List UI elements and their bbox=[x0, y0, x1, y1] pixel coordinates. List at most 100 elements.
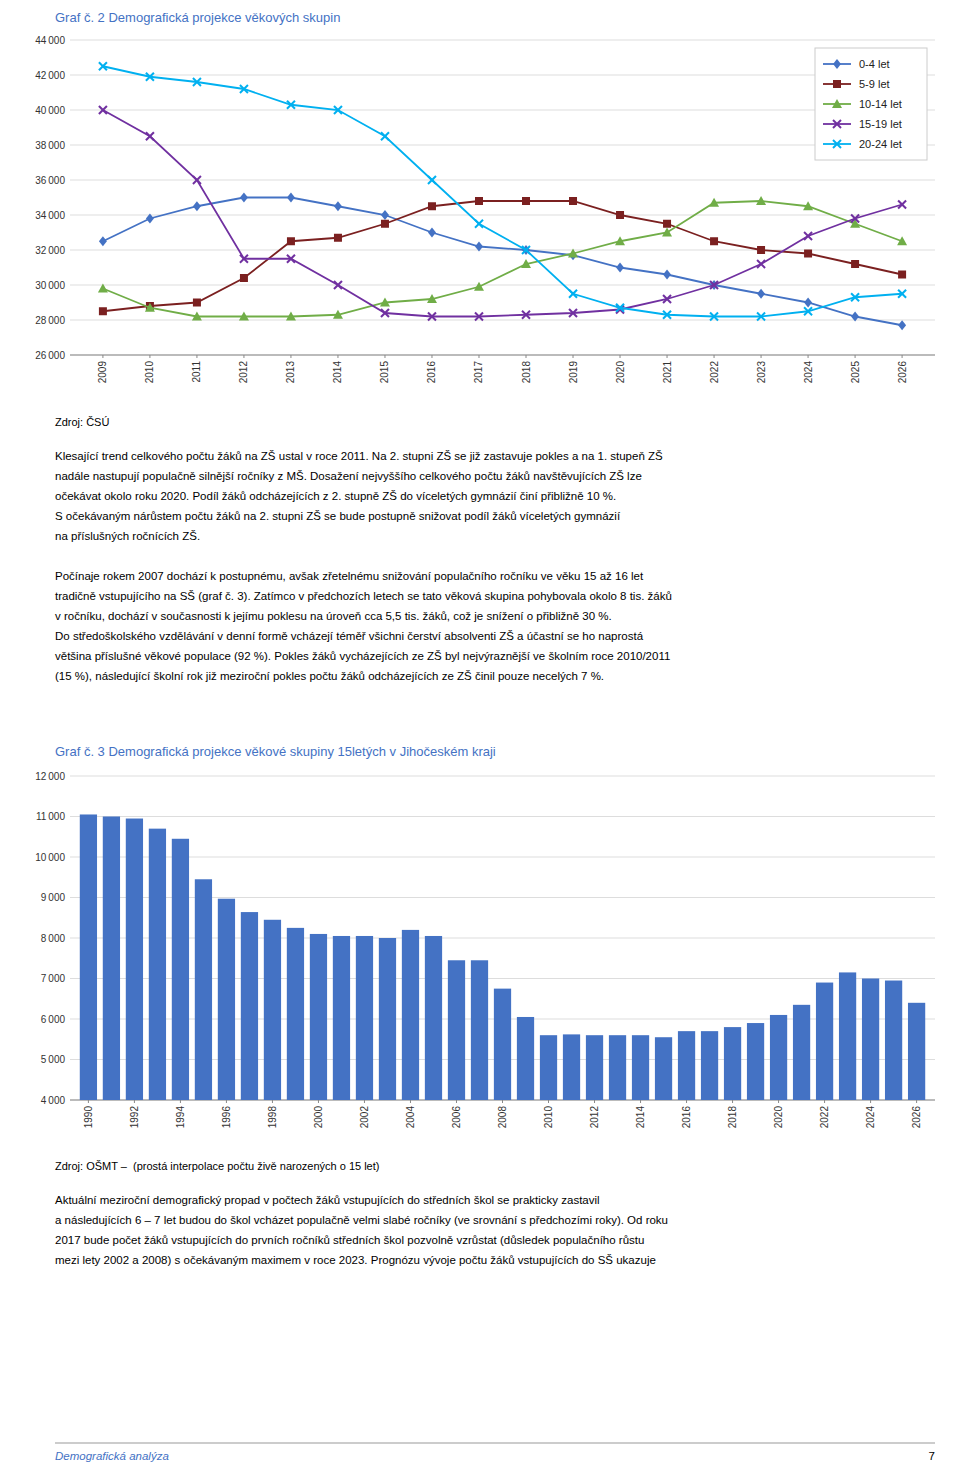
marker bbox=[851, 260, 859, 268]
series-line bbox=[103, 201, 902, 311]
marker-stroke bbox=[381, 132, 389, 140]
x-tick-label: 2023 bbox=[756, 361, 767, 384]
marker bbox=[757, 289, 765, 299]
marker bbox=[99, 106, 107, 114]
marker-stroke bbox=[710, 313, 718, 321]
marker bbox=[99, 307, 107, 315]
marker-stroke bbox=[569, 290, 577, 298]
x-tick bbox=[337, 355, 338, 358]
marker bbox=[851, 312, 859, 322]
marker bbox=[240, 255, 248, 263]
marker bbox=[710, 313, 718, 321]
marker-stroke bbox=[475, 313, 483, 321]
x-tick-label: 2000 bbox=[313, 1106, 324, 1129]
marker bbox=[757, 260, 765, 268]
marker bbox=[240, 274, 248, 282]
bar bbox=[425, 936, 442, 1100]
marker bbox=[757, 246, 765, 254]
bar bbox=[586, 1035, 603, 1100]
grid-line bbox=[70, 776, 935, 777]
x-tick bbox=[290, 355, 291, 358]
x-tick bbox=[824, 1100, 825, 1103]
marker bbox=[522, 311, 530, 319]
x-tick bbox=[102, 355, 103, 358]
bar bbox=[770, 1015, 787, 1100]
marker-stroke bbox=[99, 62, 107, 70]
marker-stroke bbox=[475, 220, 483, 228]
marker bbox=[804, 307, 812, 315]
x-tick bbox=[384, 355, 385, 358]
marker-stroke bbox=[851, 293, 859, 301]
x-tick-label: 2002 bbox=[359, 1106, 370, 1129]
x-tick-label: 2010 bbox=[543, 1106, 554, 1129]
grid-line bbox=[70, 355, 935, 356]
annotation: Zdroj: OŠMT – (prostá interpolace počtu … bbox=[55, 1160, 379, 1172]
marker-stroke bbox=[663, 295, 671, 303]
bar bbox=[379, 938, 396, 1100]
marker-stroke bbox=[193, 78, 201, 86]
x-tick bbox=[686, 1100, 687, 1103]
marker bbox=[569, 290, 577, 298]
marker-stroke bbox=[804, 232, 812, 240]
bar bbox=[816, 983, 833, 1100]
x-tick-label: 2025 bbox=[850, 361, 861, 384]
annotation: (15 %), následující školní rok již mezir… bbox=[55, 670, 604, 682]
x-tick-label: 2010 bbox=[144, 361, 155, 384]
marker-stroke bbox=[193, 78, 201, 86]
legend-marker bbox=[833, 120, 841, 128]
legend-marker bbox=[833, 140, 841, 148]
x-tick bbox=[761, 355, 762, 358]
marker-stroke bbox=[569, 309, 577, 317]
marker-stroke bbox=[475, 313, 483, 321]
series-line bbox=[103, 66, 902, 316]
marker bbox=[287, 255, 295, 263]
x-tick bbox=[667, 355, 668, 358]
x-axis-line bbox=[70, 355, 935, 356]
x-tick-label: 2024 bbox=[803, 361, 814, 384]
x-tick-label: 2017 bbox=[473, 361, 484, 384]
marker bbox=[756, 196, 766, 205]
marker-stroke bbox=[663, 311, 671, 319]
marker bbox=[287, 101, 295, 109]
marker bbox=[710, 237, 718, 245]
legend: 0-4 let5-9 let10-14 let15-19 let20-24 le… bbox=[815, 48, 927, 160]
marker bbox=[757, 313, 765, 321]
x-tick-label: 1996 bbox=[221, 1106, 232, 1129]
y-tick-label: 26 000 bbox=[35, 350, 65, 361]
marker-stroke bbox=[99, 106, 107, 114]
marker-stroke bbox=[833, 120, 841, 128]
y-tick-label: 44 000 bbox=[35, 35, 65, 46]
x-tick-label: 2020 bbox=[773, 1106, 784, 1129]
page: Graf č. 2 Demografická projekce věkových… bbox=[0, 0, 960, 1468]
marker bbox=[475, 220, 483, 228]
marker-stroke bbox=[193, 176, 201, 184]
x-tick-label: 2015 bbox=[379, 361, 390, 384]
grid-line bbox=[70, 180, 935, 181]
marker-stroke bbox=[616, 304, 624, 312]
x-tick bbox=[149, 355, 150, 358]
bar bbox=[402, 930, 419, 1100]
bar bbox=[540, 1035, 557, 1100]
marker bbox=[897, 236, 907, 245]
x-tick bbox=[714, 355, 715, 358]
marker bbox=[146, 73, 154, 81]
grid-line bbox=[70, 857, 935, 858]
title: Graf č. 3 Demografická projekce věkové s… bbox=[55, 744, 496, 759]
marker-stroke bbox=[99, 106, 107, 114]
marker bbox=[381, 210, 389, 220]
bar bbox=[195, 879, 212, 1100]
marker bbox=[146, 132, 154, 140]
x-tick-label: 1998 bbox=[267, 1106, 278, 1129]
marker-stroke bbox=[146, 73, 154, 81]
marker-stroke bbox=[663, 295, 671, 303]
x-tick bbox=[88, 1100, 89, 1103]
marker bbox=[193, 78, 201, 86]
marker-stroke bbox=[146, 132, 154, 140]
grid-line bbox=[70, 816, 935, 817]
marker bbox=[616, 263, 624, 273]
footer-rule bbox=[55, 1443, 935, 1444]
marker bbox=[333, 310, 343, 319]
x-tick-label: 2018 bbox=[521, 361, 532, 384]
grid-line bbox=[70, 75, 935, 76]
annotation: většina příslušné věkové populace (92 %)… bbox=[55, 650, 670, 662]
